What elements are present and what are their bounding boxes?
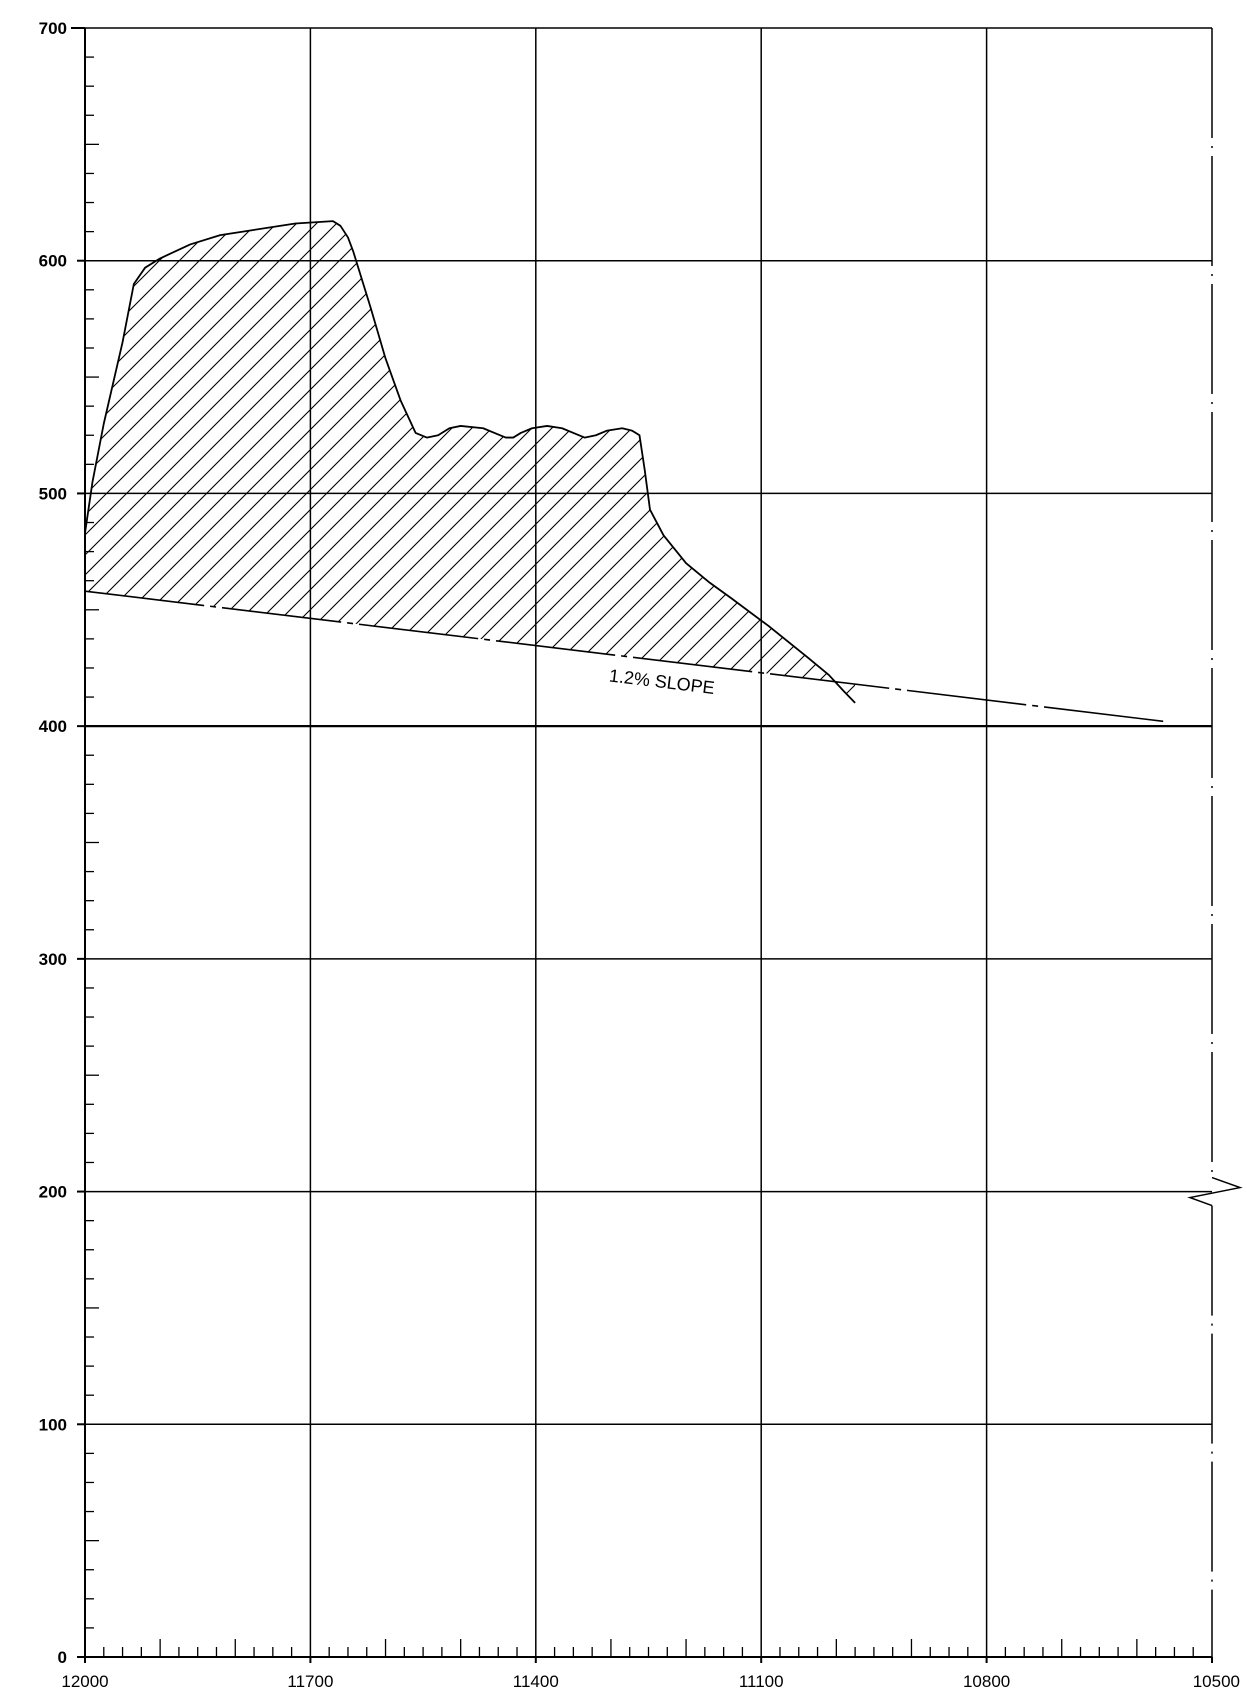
slope-label: 1.2% SLOPE (608, 665, 716, 698)
y-tick-label: 700 (39, 19, 67, 38)
x-tick-label: 10500 (1193, 1672, 1240, 1691)
x-tick-label: 11700 (287, 1672, 333, 1691)
axis-break (1187, 28, 1243, 1657)
x-tick-label: 11100 (739, 1672, 784, 1691)
y-tick-label: 100 (39, 1415, 67, 1434)
y-tick-label: 600 (39, 252, 67, 271)
x-tick-label: 12000 (61, 1672, 108, 1691)
x-tick-label: 10800 (963, 1672, 1010, 1691)
y-tick-label: 300 (39, 950, 67, 969)
y-tick-label: 500 (39, 484, 67, 503)
axis-labels: 1.2% SLOPE 0 100 200 300 400 500 600 700 12000 117… (39, 19, 1240, 1691)
slope-line (84, 590, 1165, 723)
profile-outline (84, 220, 856, 704)
profile (84, 220, 1165, 723)
y-tick-label: 400 (39, 717, 67, 736)
x-tick-label: 11400 (513, 1672, 559, 1691)
axis-ticks (71, 27, 1213, 1663)
profile-hatch-fill (85, 221, 856, 703)
y-tick-label: 0 (58, 1648, 67, 1667)
y-tick-label: 200 (39, 1183, 67, 1202)
axis-break-zigzag (1187, 1176, 1243, 1207)
